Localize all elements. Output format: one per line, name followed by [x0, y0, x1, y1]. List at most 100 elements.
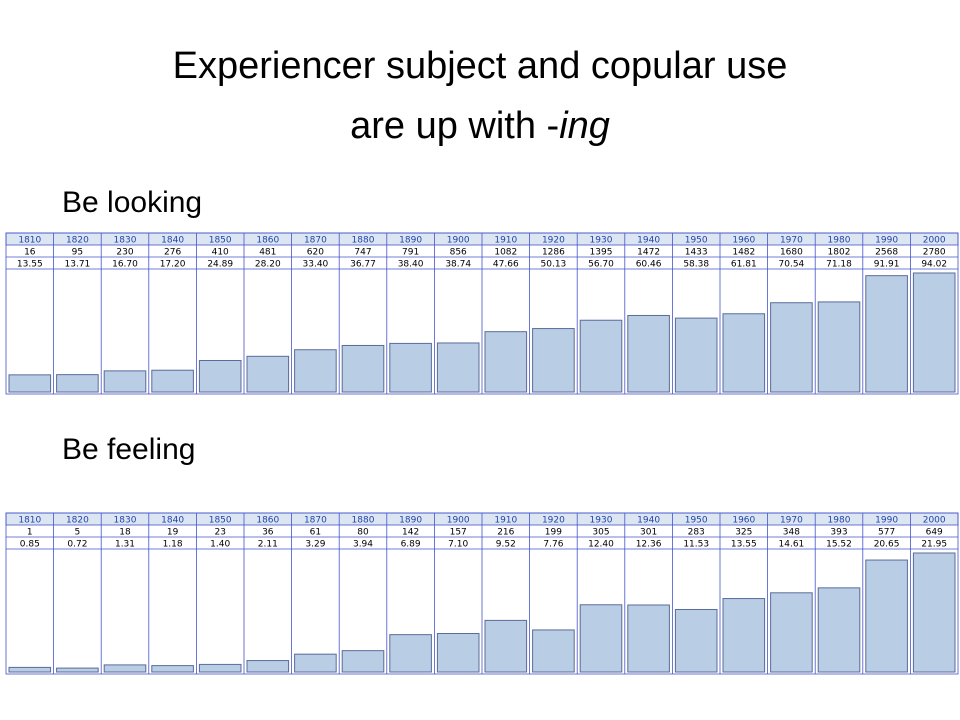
- decade-label: 2000: [923, 516, 946, 526]
- value-label: 70.54: [779, 260, 805, 270]
- count-label: 216: [497, 528, 514, 538]
- count-label: 620: [307, 248, 324, 258]
- bar: [198, 663, 242, 673]
- value-label: 38.40: [398, 260, 424, 270]
- value-label: 36.77: [350, 260, 376, 270]
- value-label: 0.72: [67, 540, 87, 550]
- count-label: 856: [450, 248, 467, 258]
- count-label: 1482: [732, 248, 755, 258]
- value-label: 61.81: [731, 260, 757, 270]
- decade-label: 1840: [161, 236, 184, 246]
- decade-label: 1830: [114, 516, 137, 526]
- decade-label: 1940: [637, 236, 660, 246]
- value-label: 11.53: [683, 540, 709, 550]
- count-label: 1082: [494, 248, 517, 258]
- bar: [722, 598, 766, 673]
- decade-label: 1870: [304, 516, 327, 526]
- count-label: 305: [592, 528, 609, 538]
- decade-label: 1960: [732, 236, 755, 246]
- bar: [484, 619, 528, 673]
- decade-label: 1820: [66, 516, 89, 526]
- decade-label: 1980: [828, 516, 851, 526]
- count-label: 283: [688, 528, 705, 538]
- value-label: 1.31: [115, 540, 135, 550]
- value-label: 24.89: [207, 260, 233, 270]
- bar: [8, 374, 52, 393]
- chart-title: Be feeling: [62, 433, 195, 466]
- count-label: 36: [262, 528, 274, 538]
- bar: [8, 666, 52, 673]
- bar: [722, 313, 766, 393]
- decade-label: 1990: [875, 236, 898, 246]
- count-label: 5: [75, 528, 81, 538]
- bar: [770, 592, 813, 673]
- decade-label: 1850: [209, 236, 232, 246]
- bar: [341, 344, 385, 393]
- value-label: 20.65: [874, 540, 900, 550]
- decade-label: 2000: [923, 236, 946, 246]
- bar: [436, 633, 480, 673]
- value-label: 9.52: [496, 540, 516, 550]
- count-label: 325: [735, 528, 752, 538]
- bar: [151, 665, 194, 673]
- bar: [627, 314, 670, 393]
- value-label: 3.29: [305, 540, 325, 550]
- title-em: ing: [559, 105, 610, 147]
- value-label: 7.76: [543, 540, 563, 550]
- value-label: 12.40: [588, 540, 614, 550]
- value-label: 33.40: [303, 260, 329, 270]
- decade-label: 1880: [352, 236, 375, 246]
- bar: [865, 559, 908, 673]
- value-label: 15.52: [826, 540, 852, 550]
- decade-label: 1940: [637, 516, 660, 526]
- bar: [484, 331, 528, 393]
- slide-title: Experiencer subject and copular use: [173, 45, 788, 87]
- bar: [674, 317, 718, 393]
- chart-title: Be looking: [62, 186, 202, 219]
- count-label: 2568: [875, 248, 898, 258]
- bar: [532, 328, 575, 393]
- bar: [770, 302, 813, 393]
- bar: [436, 342, 480, 393]
- value-label: 60.46: [636, 260, 662, 270]
- bar: [817, 587, 861, 673]
- bar: [103, 370, 147, 393]
- value-label: 47.66: [493, 260, 519, 270]
- bar: [579, 319, 623, 393]
- decade-label: 1810: [18, 516, 41, 526]
- count-label: 577: [878, 528, 895, 538]
- decade-label: 1980: [828, 236, 851, 246]
- value-label: 21.95: [921, 540, 947, 550]
- bar: [246, 355, 290, 393]
- bar: [246, 660, 290, 673]
- value-label: 17.20: [160, 260, 186, 270]
- decade-label: 1870: [304, 236, 327, 246]
- count-label: 23: [214, 528, 225, 538]
- count-label: 16: [24, 248, 36, 258]
- value-label: 1.18: [163, 540, 183, 550]
- count-label: 61: [310, 528, 321, 538]
- decade-label: 1830: [114, 236, 137, 246]
- decade-label: 1910: [494, 516, 517, 526]
- bar: [294, 653, 337, 673]
- value-label: 1.40: [210, 540, 230, 550]
- slide-title: are up with -ing: [350, 105, 610, 147]
- value-label: 14.61: [779, 540, 805, 550]
- count-label: 230: [116, 248, 133, 258]
- bar: [865, 275, 908, 393]
- count-label: 791: [402, 248, 419, 258]
- value-label: 2.11: [258, 540, 278, 550]
- bar: [817, 301, 861, 393]
- count-label: 2780: [923, 248, 946, 258]
- decade-label: 1910: [494, 236, 517, 246]
- count-label: 157: [450, 528, 467, 538]
- decade-label: 1890: [399, 236, 422, 246]
- decade-label: 1930: [590, 516, 613, 526]
- bar: [579, 604, 623, 673]
- decade-label: 1900: [447, 236, 470, 246]
- count-label: 199: [545, 528, 562, 538]
- count-label: 481: [259, 248, 276, 258]
- value-label: 16.70: [112, 260, 138, 270]
- count-label: 649: [926, 528, 943, 538]
